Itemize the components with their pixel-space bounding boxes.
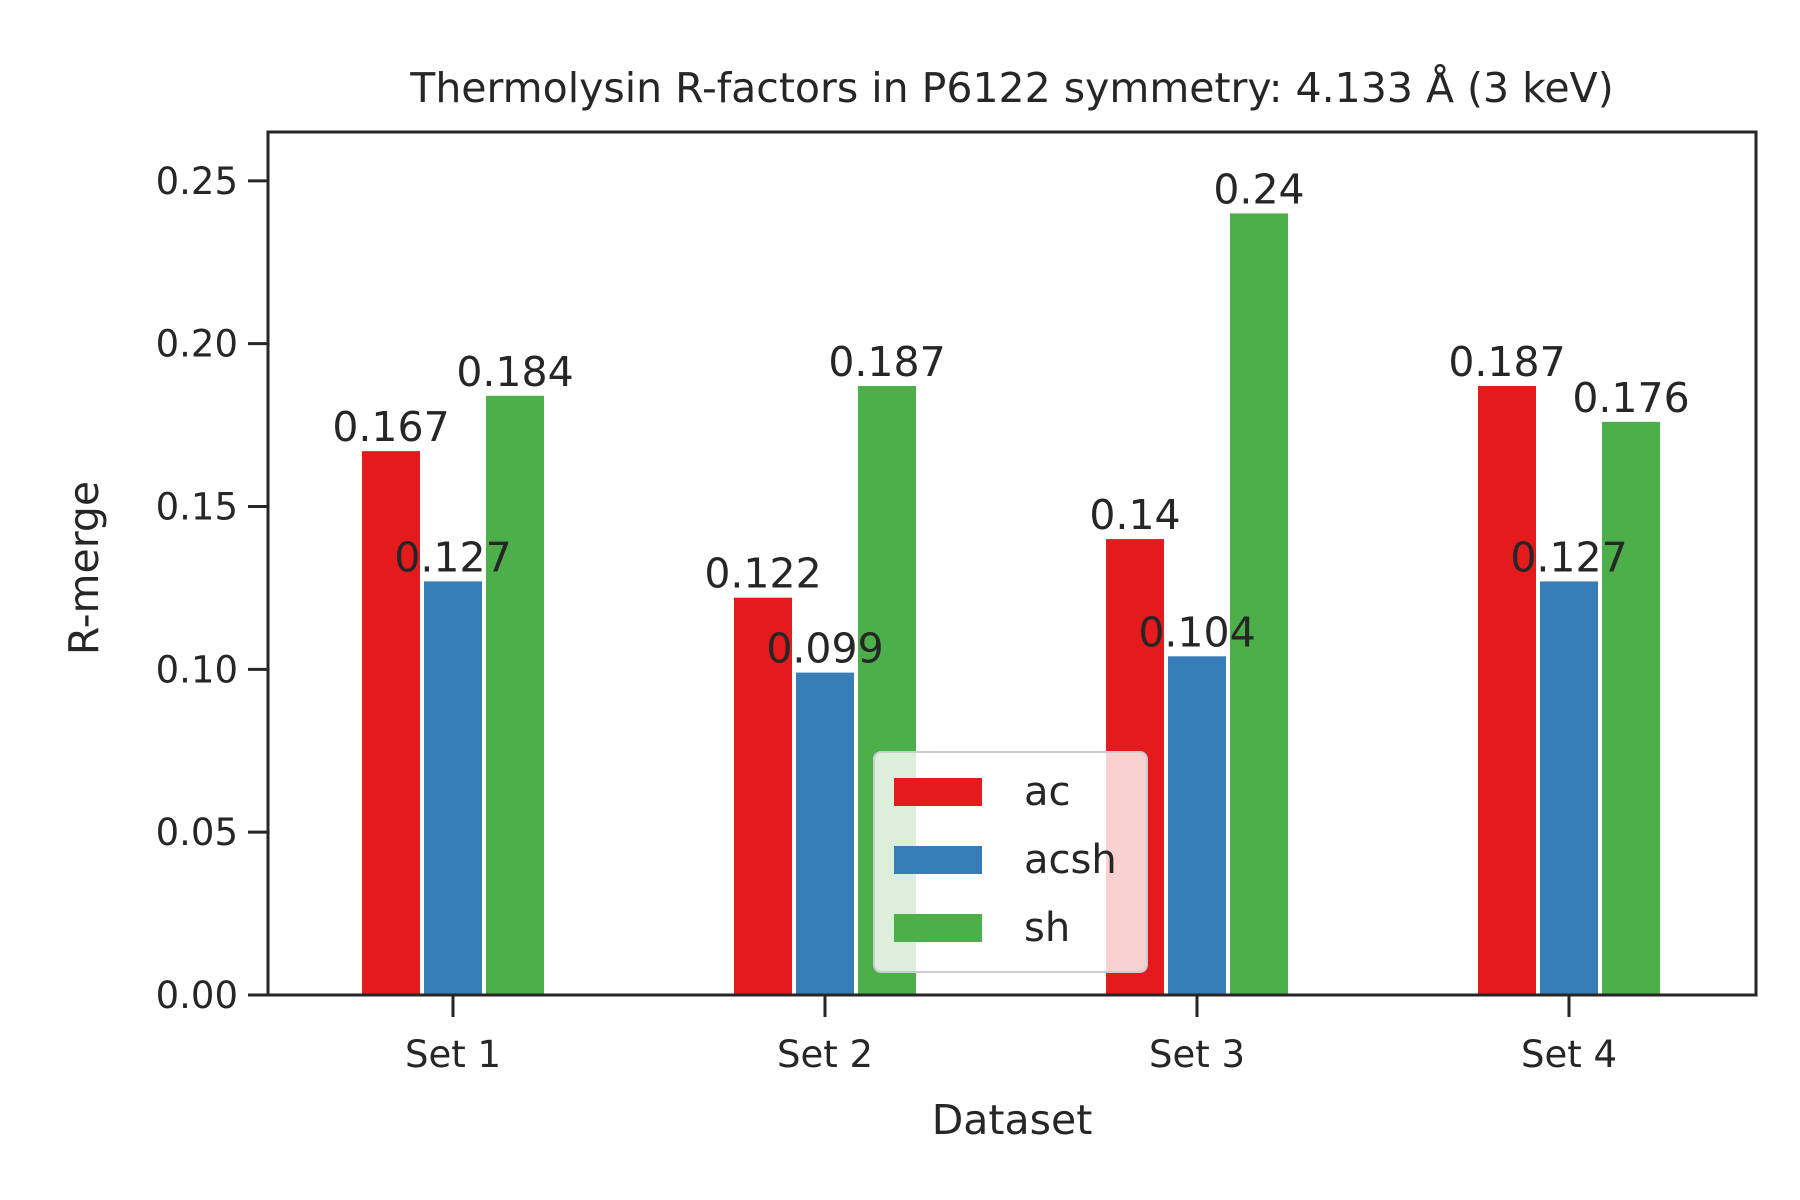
data-label-sh-set-3: 0.24 <box>1213 165 1304 213</box>
data-label-acsh-set-1: 0.127 <box>394 533 511 581</box>
data-labels-group: 0.167 0.127 0.184 0.122 0.099 0.187 0.14 0.104 0… <box>332 165 1689 672</box>
x-tick-label: Set 4 <box>1521 1033 1617 1076</box>
x-tick-label: Set 1 <box>405 1033 501 1076</box>
y-tick-label: 0.05 <box>156 811 238 854</box>
bar-ac-set-1 <box>362 451 420 995</box>
y-tick-label: 0.25 <box>156 160 238 203</box>
legend-swatch-acsh <box>894 846 982 874</box>
x-tick-label: Set 2 <box>777 1033 873 1076</box>
x-axis: Set 1 Set 2 Set 3 Set 4 <box>405 995 1617 1076</box>
legend: ac acsh sh <box>873 751 1148 973</box>
data-label-acsh-set-2: 0.099 <box>766 625 883 673</box>
legend-label-acsh: acsh <box>1024 837 1117 883</box>
data-label-ac-set-3: 0.14 <box>1089 491 1180 539</box>
legend-label-sh: sh <box>1024 905 1070 951</box>
y-tick-label: 0.10 <box>156 648 238 691</box>
bar-acsh-set-2 <box>796 672 854 995</box>
chart-title: Thermolysin R-factors in P6122 symmetry:… <box>409 64 1613 112</box>
bar-sh-set-1 <box>486 395 544 995</box>
data-label-sh-set-2: 0.187 <box>828 338 945 386</box>
y-axis: 0.00 0.05 0.10 0.15 0.20 0.25 <box>156 160 268 1017</box>
data-label-ac-set-2: 0.122 <box>704 550 821 598</box>
bar-sh-set-4 <box>1602 421 1660 995</box>
legend-swatch-sh <box>894 914 982 942</box>
bar-ac-set-2 <box>734 597 792 995</box>
data-label-ac-set-1: 0.167 <box>332 403 449 451</box>
data-label-sh-set-4: 0.176 <box>1572 374 1689 422</box>
y-axis-label: R-merge <box>60 481 108 655</box>
data-label-sh-set-1: 0.184 <box>456 348 573 396</box>
bar-acsh-set-3 <box>1168 656 1226 995</box>
plot-frame <box>266 130 1758 997</box>
y-tick-label: 0.20 <box>156 323 238 366</box>
y-tick-label: 0.15 <box>156 486 238 529</box>
bar-sh-set-3 <box>1230 213 1288 995</box>
legend-label-ac: ac <box>1024 769 1071 815</box>
bar-ac-set-4 <box>1478 386 1536 995</box>
y-tick-label: 0.00 <box>156 974 238 1017</box>
data-label-ac-set-4: 0.187 <box>1448 338 1565 386</box>
data-label-acsh-set-4: 0.127 <box>1510 533 1627 581</box>
bar-acsh-set-1 <box>424 581 482 995</box>
legend-swatch-ac <box>894 778 982 806</box>
bars-group <box>362 213 1660 995</box>
bar-acsh-set-4 <box>1540 581 1598 995</box>
data-label-acsh-set-3: 0.104 <box>1138 608 1255 656</box>
x-axis-label: Dataset <box>932 1096 1093 1144</box>
x-tick-label: Set 3 <box>1149 1033 1245 1076</box>
